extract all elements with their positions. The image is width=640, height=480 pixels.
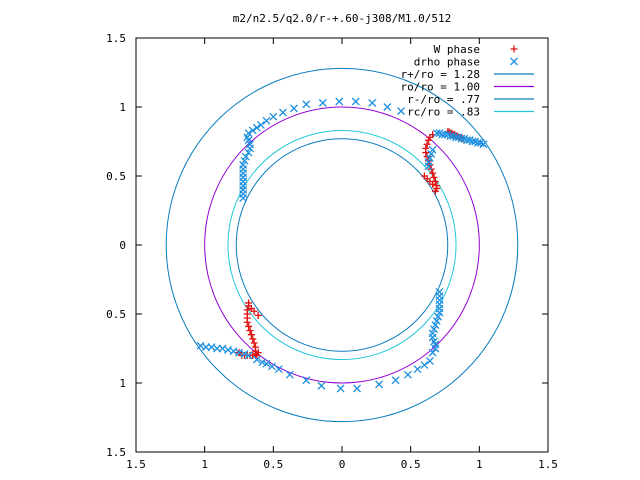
series-1-point-44 [269, 112, 278, 121]
series-0-point-53 [245, 299, 253, 307]
y-tick-label-1: 1 [119, 101, 126, 114]
series-0-point-31 [429, 180, 437, 188]
circle-0 [165, 67, 519, 423]
x-tick-label-6: 1.5 [538, 458, 558, 471]
x-tick-label-4: 0.5 [401, 458, 421, 471]
series-1-point-46 [289, 104, 298, 113]
series-1-point-45 [278, 108, 287, 117]
x-tick-label-1: 1 [201, 458, 208, 471]
series-0-point-51 [243, 306, 251, 314]
series-1-point-95 [425, 356, 434, 365]
series-1-point-83 [268, 362, 276, 371]
legend-label-5: rc/ro = .83 [407, 106, 480, 119]
series-0-point-46 [246, 327, 254, 335]
series-1-point-43 [262, 116, 271, 125]
y-tick-label-6: 1.5 [106, 446, 126, 459]
series-0-point-23 [430, 173, 438, 181]
series-1-point-94 [420, 361, 429, 370]
series-0-point-18 [423, 153, 431, 161]
series-0-point-27 [431, 187, 439, 195]
legend-label-0: W phase [434, 43, 480, 56]
series-1-point-86 [302, 376, 311, 385]
series-1-point-22 [424, 162, 433, 171]
series-1-point-80 [252, 355, 261, 364]
series-1-point-42 [257, 120, 265, 129]
circles-layer [165, 67, 519, 423]
series-1-point-85 [285, 370, 294, 379]
series-0-point-55 [250, 307, 258, 315]
series-1-point-79 [196, 341, 205, 350]
series-1-point-90 [375, 380, 384, 389]
series-1-point-92 [403, 370, 412, 379]
x-tick-label-0: 1.5 [126, 458, 146, 471]
series-1-point-41 [252, 123, 261, 132]
x-tick-label-3: 0 [339, 458, 346, 471]
series-0-point-19 [425, 157, 433, 165]
y-tick-label-4: 0.5 [106, 308, 126, 321]
series-1-point-17 [479, 140, 488, 149]
series-0-point-42 [251, 343, 259, 351]
series-1-point-40 [248, 126, 257, 135]
series-1-point-53 [397, 107, 406, 116]
series-1-point-82 [262, 359, 271, 368]
series-1-point-51 [368, 98, 377, 107]
ticks-layer: 1.5 1 0.5 0 0.5 1 1.51.510.500.511.5 [106, 32, 558, 471]
circle-2 [235, 138, 449, 352]
x-tick-label-2: 0.5 [263, 458, 283, 471]
y-tick-label-5: 1 [119, 377, 126, 390]
series-1-point-69 [428, 348, 437, 357]
series-0-point-56 [254, 311, 262, 319]
series-1-point-91 [391, 376, 400, 385]
series-1-point-39 [244, 129, 253, 138]
y-tick-label-0: 1.5 [106, 32, 126, 45]
series-1-point-48 [318, 98, 327, 107]
circle-1 [204, 106, 480, 384]
series-0-point-14 [425, 136, 433, 144]
series-0-point-22 [429, 169, 437, 177]
series-0-point-45 [247, 331, 255, 339]
series-0-point-47 [245, 322, 253, 330]
series-0-point-44 [249, 335, 257, 343]
legend-label-3: ro/ro = 1.00 [401, 81, 480, 94]
series-1-point-89 [353, 384, 362, 393]
series-0-point-15 [423, 140, 431, 148]
series-0-point-43 [250, 339, 258, 347]
series-1-point-93 [413, 365, 422, 374]
legend-label-1: drho phase [414, 56, 480, 69]
series-1-point-49 [335, 97, 344, 106]
series-1-point-68 [431, 344, 440, 353]
legend-label-2: r+/ro = 1.28 [401, 68, 480, 81]
y-tick-label-2: 0.5 [106, 170, 126, 183]
y-tick-label-3: 0 [119, 239, 126, 252]
series-1-point-87 [317, 381, 326, 390]
chart-title: m2/n2.5/q2.0/r-+.60-j308/M1.0/512 [233, 12, 452, 25]
legend-label-4: r-/ro = .77 [407, 93, 480, 106]
circle-3 [227, 129, 457, 361]
series-1-point-47 [302, 100, 311, 109]
series-0-point-17 [422, 149, 430, 157]
series-1-point-88 [336, 384, 345, 393]
points-layer [196, 97, 488, 393]
legend-sample-0 [510, 45, 518, 53]
series-1-point-50 [351, 97, 360, 106]
legend-sample-1 [510, 57, 518, 66]
series-1-point-52 [383, 103, 392, 111]
series-0-point-40 [253, 351, 261, 359]
series-1-point-84 [274, 365, 283, 374]
x-tick-label-5: 1 [476, 458, 483, 471]
series-1-point-33 [241, 152, 250, 161]
